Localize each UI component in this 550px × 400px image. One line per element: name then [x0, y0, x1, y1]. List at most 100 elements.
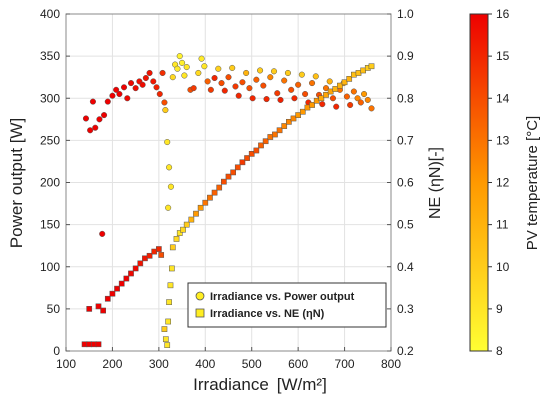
power-point [319, 101, 326, 108]
left-tick-label: 0 [53, 344, 60, 358]
x-axis-label: Irradiance [W/m²] [193, 375, 327, 394]
power-point [343, 93, 350, 100]
ne-point [262, 138, 269, 145]
x-tick-label: 600 [288, 357, 308, 371]
power-point [165, 204, 172, 211]
power-point [153, 84, 160, 91]
x-tick-label: 200 [102, 357, 122, 371]
ne-point [183, 221, 190, 228]
ne-point [158, 252, 165, 258]
ne-point [161, 326, 168, 332]
power-point [87, 127, 94, 134]
power-point [253, 76, 260, 83]
ne-point [234, 164, 241, 171]
power-point [174, 65, 181, 72]
power-point [161, 99, 168, 106]
colorbar-tick-label: 10 [496, 260, 510, 274]
x-tick-label: 800 [381, 357, 401, 371]
power-point [270, 68, 278, 75]
power-point [302, 90, 309, 98]
ne-point [341, 79, 348, 86]
ne-point [221, 178, 227, 185]
power-point [361, 90, 368, 98]
left-tick-label: 200 [40, 176, 60, 190]
ne-point [123, 275, 130, 282]
ne-point [258, 142, 264, 149]
left-tick-label: 350 [40, 49, 60, 63]
power-point [215, 65, 222, 72]
legend-label-ne: Irradiance vs. NE (ηN) [210, 308, 325, 320]
right-tick-label: 0.2 [397, 344, 414, 358]
power-point [104, 98, 111, 105]
power-point [246, 85, 253, 92]
ne-point [299, 108, 306, 115]
ne-point [146, 252, 153, 259]
ne-point [248, 151, 255, 157]
ne-point [180, 226, 186, 233]
power-point [198, 55, 205, 62]
ne-point [193, 210, 199, 217]
power-point [124, 95, 131, 102]
ne-point [128, 270, 134, 277]
colorbar-tick-label: 8 [496, 344, 503, 358]
ne-point [323, 92, 329, 98]
power-point [333, 103, 340, 110]
colorbar [469, 13, 489, 352]
ne-point [164, 342, 171, 348]
power-point [364, 96, 371, 103]
ne-point [225, 173, 232, 180]
power-point [263, 96, 270, 103]
power-point [274, 90, 281, 97]
power-point [357, 99, 364, 106]
right-tick-label: 0.8 [397, 91, 414, 105]
power-point [281, 77, 288, 84]
right-tick-label: 0.9 [397, 49, 414, 63]
ne-point [188, 216, 195, 223]
power-point [96, 116, 103, 123]
ne-point [173, 236, 180, 242]
ne-point [100, 307, 106, 314]
x-tick-label: 700 [335, 357, 355, 371]
power-point [156, 90, 163, 98]
colorbar-label: PV temperature [°C] [524, 116, 541, 250]
legend-circle-marker [195, 291, 205, 301]
ne-point [114, 285, 120, 292]
left-tick-label: 300 [40, 91, 60, 105]
left-tick-label: 50 [47, 302, 61, 316]
ne-point [290, 115, 297, 122]
power-point [92, 124, 99, 131]
power-point [146, 69, 153, 77]
power-point [142, 74, 149, 82]
power-point [277, 96, 284, 103]
power-point [239, 79, 246, 86]
left-axis-label: Power output [W] [7, 118, 26, 248]
power-point [235, 92, 242, 99]
power-point [218, 80, 225, 87]
left-axis-ticks: 0 50 100 150 200 250 300 350 400 [40, 7, 70, 358]
power-point [291, 95, 298, 102]
power-point [284, 69, 291, 77]
ne-point [104, 295, 111, 302]
power-point [368, 105, 375, 112]
ne-point [286, 118, 292, 125]
ne-point [109, 290, 116, 297]
right-tick-label: 1.0 [397, 7, 414, 21]
ne-point [318, 95, 325, 102]
colorbar-tick-label: 16 [496, 7, 510, 21]
power-point [113, 86, 120, 93]
power-point [309, 80, 316, 87]
ne-point [207, 194, 213, 201]
power-point [204, 78, 211, 85]
power-point [322, 85, 330, 92]
power-point [288, 86, 295, 93]
ne-point [230, 169, 236, 176]
ne-point [239, 159, 246, 166]
power-point [179, 59, 186, 66]
right-axis-label: NE (ηN)[-] [427, 147, 444, 219]
legend-square-marker [195, 308, 205, 318]
ne-point [337, 82, 343, 89]
colorbar-tick-label: 11 [496, 218, 509, 232]
legend-label-power: Irradiance vs. Power output [210, 291, 355, 303]
legend-box [187, 282, 387, 328]
power-point [150, 78, 157, 85]
